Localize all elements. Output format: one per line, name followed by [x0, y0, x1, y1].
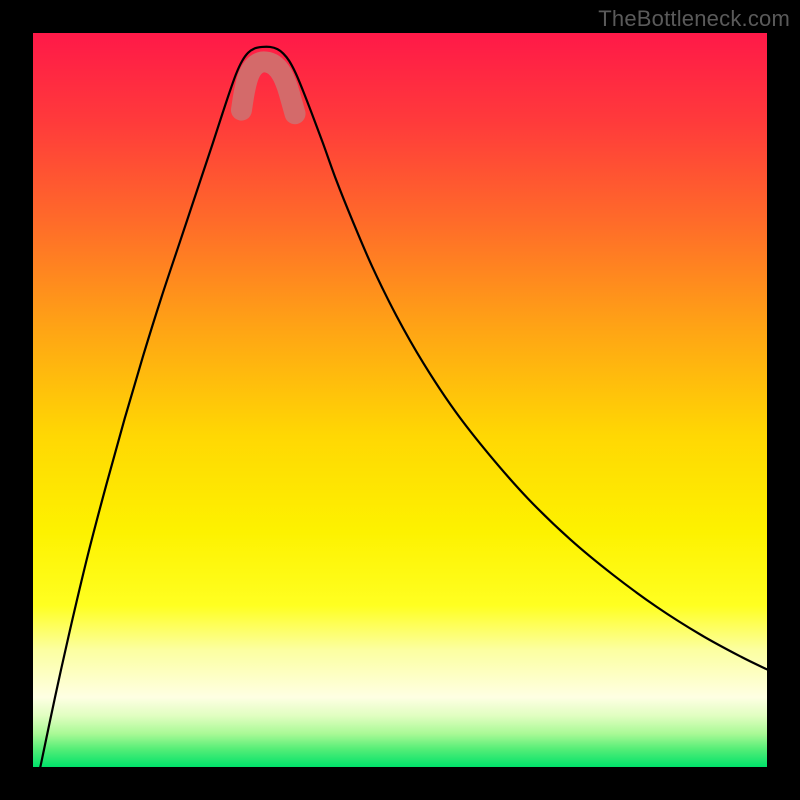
chart-svg — [33, 33, 767, 767]
chart-plot-area — [33, 33, 767, 767]
watermark-text: TheBottleneck.com — [598, 6, 790, 32]
chart-background — [33, 33, 767, 767]
